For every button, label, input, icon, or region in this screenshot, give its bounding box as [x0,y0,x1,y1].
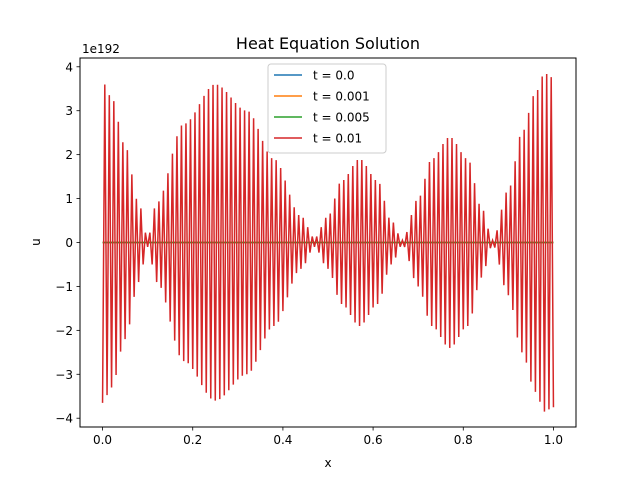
series-line-3 [101,74,555,412]
legend-label: t = 0.001 [313,90,370,104]
y-tick-label: −3 [55,368,73,382]
y-tick-label: 4 [65,60,73,74]
y-tick-label: 0 [65,236,73,250]
y-tick-label: −1 [55,280,73,294]
y-tick-label: 3 [65,104,73,118]
legend-label: t = 0.005 [313,111,370,125]
y-tick-label: −2 [55,324,73,338]
x-axis-ticks: 0.0 0.2 0.4 0.6 0.8 1.0 [93,427,563,447]
x-tick-label: 1.0 [544,433,563,447]
y-tick-label: 1 [65,192,73,206]
y-axis-label: u [29,238,43,246]
series-layer [101,74,555,412]
legend: t = 0.0 t = 0.001 t = 0.005 t = 0.01 [267,63,387,154]
y-axis-ticks: −4 −3 −2 −1 0 1 2 3 4 [55,60,80,426]
x-tick-label: 0.6 [364,433,383,447]
y-tick-label: −4 [55,412,73,426]
y-axis-offset-label: 1e192 [82,42,120,56]
chart-title: Heat Equation Solution [236,34,420,53]
legend-entries: t = 0.0 t = 0.001 t = 0.005 t = 0.01 [274,69,370,146]
x-tick-label: 0.4 [273,433,292,447]
legend-box [267,63,387,154]
x-tick-label: 0.2 [183,433,202,447]
legend-label: t = 0.0 [313,69,354,83]
x-axis-label: x [324,456,331,470]
x-tick-label: 0.0 [93,433,112,447]
x-tick-label: 0.8 [454,433,473,447]
y-tick-label: 2 [65,148,73,162]
legend-label: t = 0.01 [313,132,362,146]
